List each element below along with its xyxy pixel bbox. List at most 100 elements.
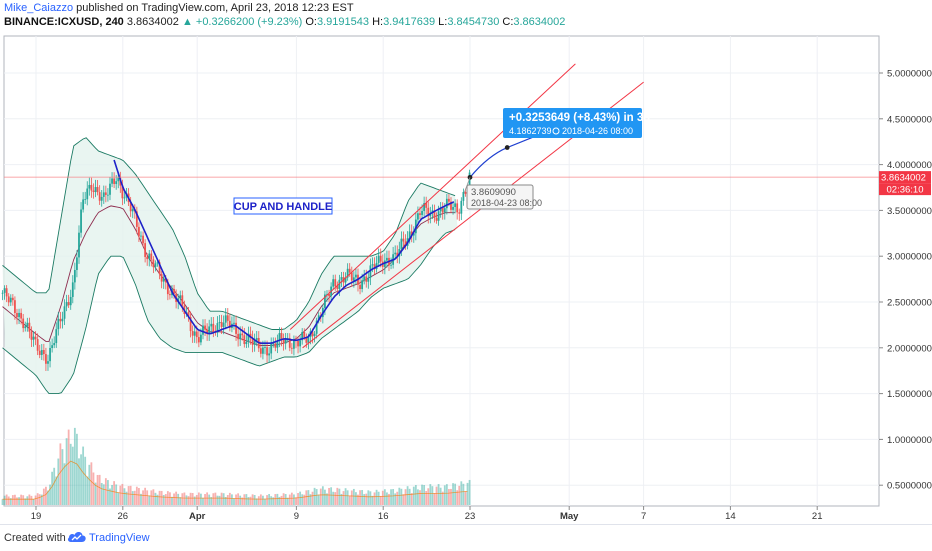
volume-bar bbox=[57, 458, 60, 505]
candle-body bbox=[464, 191, 467, 194]
point-tooltip[interactable]: 3.8609090 2018-04-23 08:00 bbox=[466, 184, 542, 210]
volume-bar bbox=[321, 486, 324, 505]
volume-bar bbox=[175, 491, 178, 505]
candle-body bbox=[148, 253, 151, 260]
tradingview-brand[interactable]: TradingView bbox=[89, 532, 150, 544]
last-price: 3.8634002 bbox=[126, 16, 179, 28]
candle-body bbox=[222, 322, 225, 327]
volume-bar bbox=[210, 497, 213, 505]
volume-bar bbox=[34, 495, 37, 505]
high-label: H: bbox=[372, 16, 384, 28]
low-value: 3.8454730 bbox=[447, 16, 500, 28]
volume-bar bbox=[437, 484, 440, 505]
candle-body bbox=[369, 265, 372, 278]
candle-body bbox=[386, 257, 388, 261]
volume-bar bbox=[448, 489, 450, 505]
volume-bar bbox=[235, 494, 237, 505]
candle-body bbox=[458, 212, 461, 214]
candle-body bbox=[36, 339, 39, 351]
volume-bar bbox=[208, 494, 211, 505]
projection-change: +0.3253649 (+8.43%) in 3d bbox=[509, 112, 650, 124]
volume-bar bbox=[340, 493, 343, 505]
volume-bar bbox=[40, 494, 43, 505]
candle-body bbox=[24, 326, 27, 329]
volume-bar bbox=[282, 493, 285, 505]
candle-body bbox=[233, 322, 235, 324]
candle-body bbox=[218, 322, 221, 324]
volume-bar bbox=[177, 493, 180, 505]
grid bbox=[4, 36, 879, 506]
author-link[interactable]: Mike_Caiazzo bbox=[4, 2, 74, 14]
volume-bar bbox=[181, 493, 184, 505]
candle-body bbox=[264, 347, 266, 348]
cup-and-handle-label[interactable]: CUP AND HANDLE bbox=[233, 197, 333, 215]
candle-body bbox=[280, 333, 283, 339]
candle-body bbox=[427, 207, 430, 217]
volume-bar bbox=[231, 494, 233, 505]
candle-body bbox=[293, 340, 295, 349]
volume-bar bbox=[445, 484, 448, 505]
volume-bar bbox=[28, 494, 31, 505]
candle-body bbox=[352, 277, 355, 281]
volume-bar bbox=[146, 490, 149, 505]
candle-body bbox=[11, 297, 14, 301]
candle-body bbox=[346, 268, 349, 278]
volume-bar bbox=[179, 497, 182, 505]
candle-body bbox=[47, 361, 49, 364]
candle-body bbox=[92, 190, 95, 193]
volume-bar bbox=[462, 483, 465, 505]
candle-body bbox=[212, 323, 215, 333]
candle-body bbox=[340, 277, 343, 280]
candle-body bbox=[262, 347, 264, 354]
point-date: 2018-04-23 08:00 bbox=[471, 198, 542, 208]
volume-bar bbox=[100, 482, 103, 505]
candle-body bbox=[224, 315, 227, 323]
volume-bar bbox=[173, 493, 175, 505]
price-change: +0.3266200 (+9.23%) bbox=[195, 16, 303, 28]
volume-bar bbox=[200, 493, 202, 505]
candle-body bbox=[210, 323, 213, 327]
volume-bar bbox=[464, 491, 467, 505]
candle-body bbox=[86, 188, 89, 200]
lower-band-line bbox=[2, 229, 456, 395]
candle-body bbox=[251, 337, 254, 345]
candle-body bbox=[150, 253, 153, 260]
candle-body bbox=[107, 194, 109, 196]
volume-bar bbox=[84, 456, 87, 505]
candle-body bbox=[452, 206, 454, 210]
candle-body bbox=[53, 343, 56, 346]
candle-body bbox=[78, 232, 80, 258]
symbol-label[interactable]: BINANCE:ICXUSD, 240 bbox=[4, 16, 124, 28]
x-tick-label: May bbox=[560, 511, 579, 522]
volume-bar bbox=[5, 494, 8, 505]
candle-body bbox=[115, 181, 118, 185]
volume-bar bbox=[94, 482, 97, 505]
volume-bar bbox=[65, 438, 68, 505]
candle-body bbox=[34, 336, 37, 340]
volume-bar bbox=[228, 492, 231, 505]
candle-body bbox=[290, 347, 293, 349]
volume-bar bbox=[363, 494, 366, 505]
volume-bar bbox=[113, 481, 116, 505]
candle-body bbox=[448, 198, 450, 202]
volume-bar bbox=[408, 488, 411, 505]
volume-bar bbox=[305, 490, 308, 505]
price-axis[interactable]: 0.5000000 1.0000000 1.5000000 2.0000000 2.50… bbox=[879, 69, 932, 492]
volume-bar bbox=[458, 485, 461, 505]
price-chart[interactable]: 0.5000000 1.0000000 1.5000000 2.0000000 2.50… bbox=[0, 30, 932, 524]
candle-body bbox=[313, 333, 316, 337]
basis-line bbox=[2, 205, 456, 346]
candle-body bbox=[7, 296, 10, 303]
volume-bar bbox=[96, 474, 99, 505]
volume-bar bbox=[270, 496, 273, 505]
candle-body bbox=[299, 340, 302, 347]
time-axis[interactable]: 19 26 Apr 9 16 23 May 7 14 21 bbox=[31, 506, 823, 522]
volume-bar bbox=[394, 493, 397, 505]
projection-tooltip[interactable]: +0.3253649 (+8.43%) in 3d 4.1862739 2018… bbox=[503, 108, 650, 138]
candle-body bbox=[297, 340, 299, 347]
volume-bar bbox=[53, 467, 56, 505]
y-tick-label: 3.5000000 bbox=[887, 206, 932, 217]
candle-body bbox=[142, 235, 144, 244]
candle-body bbox=[69, 296, 72, 306]
volume-bar bbox=[237, 493, 240, 505]
